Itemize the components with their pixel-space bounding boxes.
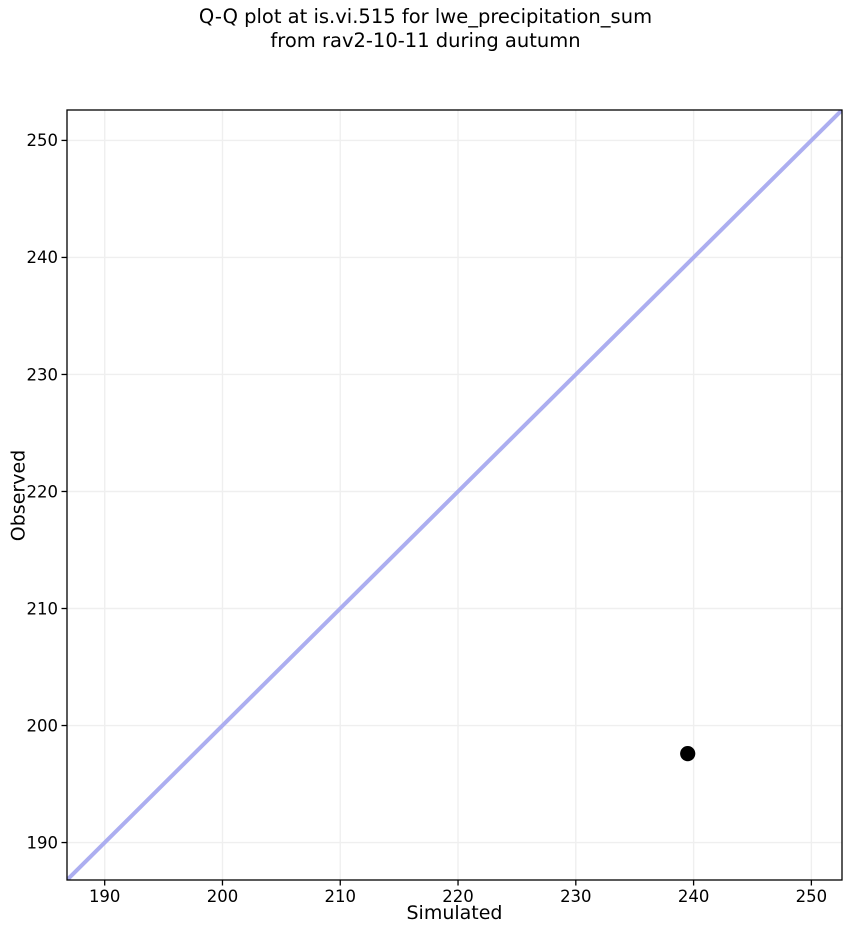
x-tick-label: 240: [678, 887, 710, 906]
x-tick-label: 230: [560, 887, 592, 906]
plot-border: [66, 109, 843, 881]
x-tick-label: 220: [442, 887, 474, 906]
y-tick-label: 230: [27, 365, 59, 384]
x-tick-label: 210: [325, 887, 357, 906]
y-tick-label: 210: [27, 599, 59, 618]
chart-title-line2: from rav2-10-11 during autumn: [270, 28, 581, 52]
identity-line: [67, 110, 842, 880]
y-axis-label: Observed: [7, 449, 30, 542]
chart-title-line1: Q-Q plot at is.vi.515 for lwe_precipitat…: [198, 5, 653, 28]
chart-title: Q-Q plot at is.vi.515 for lwe_precipitat…: [0, 5, 851, 52]
quantile-point: [680, 746, 696, 762]
x-tick-label: 190: [89, 887, 121, 906]
y-tick-label: 240: [27, 248, 59, 267]
y-tick-label: 250: [27, 131, 59, 150]
x-tick-label: 200: [207, 887, 239, 906]
y-tick-label: 220: [27, 482, 59, 501]
y-tick-label: 190: [27, 833, 59, 852]
y-tick-label: 200: [27, 716, 59, 735]
x-axis-label: Simulated: [406, 902, 503, 924]
x-tick-label: 250: [796, 887, 828, 906]
